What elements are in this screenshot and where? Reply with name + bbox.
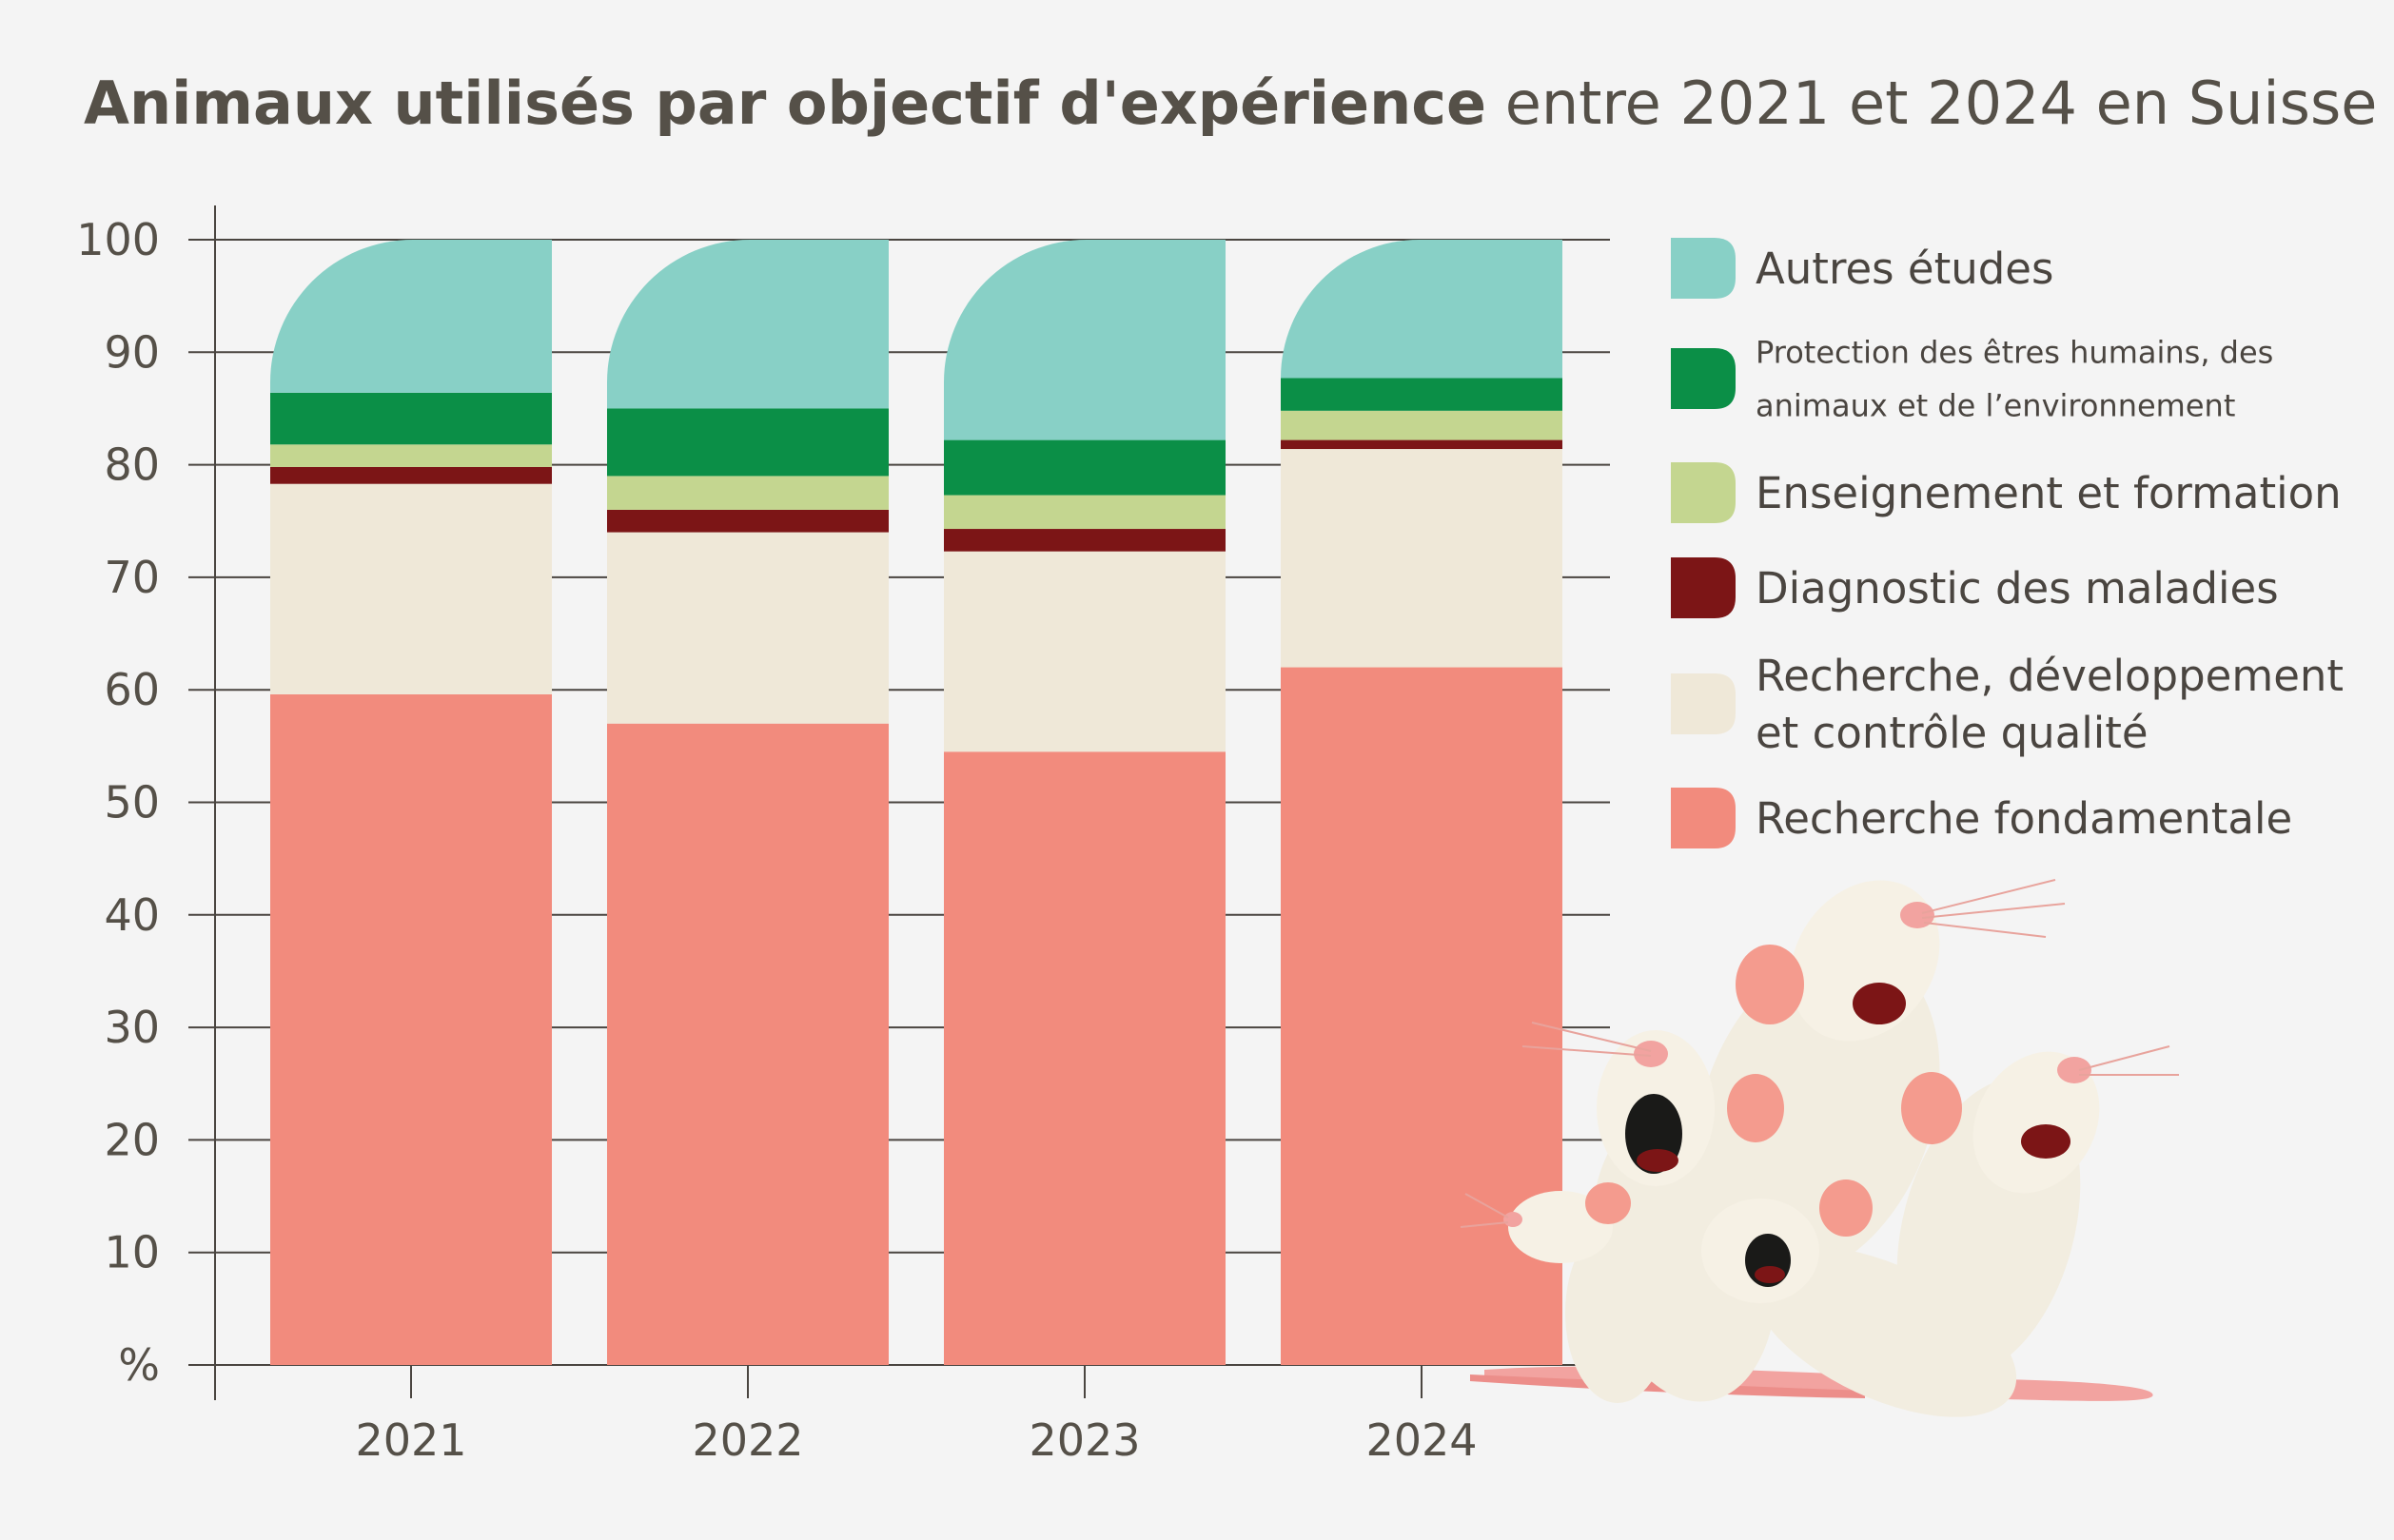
- bar-segment: [607, 408, 889, 477]
- bar-segment: [944, 751, 1226, 1365]
- legend-label: animaux et de l’environnement: [1756, 388, 2235, 424]
- y-tick-label: 30: [104, 1002, 160, 1053]
- bar-segment: [270, 483, 552, 694]
- y-tick-label: 90: [104, 326, 160, 378]
- bar-segment: [1281, 378, 1562, 411]
- bar-segment: [944, 240, 1226, 440]
- bar-segment: [270, 444, 552, 467]
- x-tick-label: 2022: [692, 1414, 803, 1466]
- x-tick-label: 2021: [355, 1414, 466, 1466]
- chart-title: Animaux utilisés par objectif d'expérien…: [84, 68, 2377, 138]
- y-tick-label: 40: [104, 889, 160, 941]
- y-tick-label: 80: [104, 439, 160, 491]
- bar-segment: [944, 495, 1226, 530]
- y-tick-label: 60: [104, 664, 160, 715]
- legend-swatch: [1671, 348, 1736, 409]
- legend-swatch: [1671, 673, 1736, 734]
- legend: Autres études Protection des êtres humain…: [1671, 238, 2344, 848]
- bar-segment: [270, 392, 552, 445]
- legend-label: Protection des êtres humains, des: [1756, 335, 2273, 371]
- y-tick-label: 20: [104, 1114, 160, 1165]
- bar-segment: [270, 693, 552, 1365]
- chart-title-regular-text: entre 2021 et 2024 en Suisse: [1505, 68, 2378, 138]
- bars: [270, 240, 1562, 1365]
- legend-swatch: [1671, 238, 1736, 299]
- legend-label: Recherche fondamentale: [1756, 793, 2292, 844]
- bar-segment: [944, 439, 1226, 496]
- legend-label: et contrôle qualité: [1756, 708, 2149, 758]
- legend-label: Enseignement et formation: [1756, 468, 2342, 518]
- bar-segment: [944, 529, 1226, 552]
- bar-segment: [270, 466, 552, 484]
- legend-label: Autres études: [1756, 244, 2053, 294]
- legend-swatch: [1671, 462, 1736, 523]
- chart-title-regular: [1486, 68, 1505, 138]
- legend-swatch: [1671, 557, 1736, 618]
- bar-segment: [270, 240, 552, 393]
- legend-label: Diagnostic des maladies: [1756, 563, 2279, 614]
- bar-segment: [1281, 449, 1562, 668]
- bar-segment: [1281, 439, 1562, 450]
- mice-illustration-icon: [1460, 879, 2179, 1417]
- bar-segment: [607, 723, 889, 1365]
- axes: [214, 205, 1423, 1400]
- legend-label: Recherche, développement: [1756, 651, 2344, 701]
- y-tick-label: 70: [104, 552, 160, 603]
- y-tick-label: 100: [76, 214, 160, 265]
- x-axis-labels: 2021 2022 2023 2024: [355, 1414, 1477, 1466]
- bar-segment: [1281, 410, 1562, 440]
- y-tick-label: 50: [104, 777, 160, 828]
- bar-segment: [607, 532, 889, 724]
- bar-segment: [607, 509, 889, 533]
- x-tick-label: 2024: [1365, 1414, 1477, 1466]
- bar-segment: [944, 551, 1226, 752]
- bar-segment: [1281, 667, 1562, 1365]
- y-tick-label: 10: [104, 1227, 160, 1278]
- bar-segment: [607, 240, 889, 409]
- y-axis-labels: % 10 20 30 40 50 60 70 80 90 100: [76, 214, 160, 1391]
- x-tick-label: 2023: [1029, 1414, 1140, 1466]
- chart-title-bold: Animaux utilisés par objectif d'expérien…: [84, 68, 1486, 138]
- bar-segment: [607, 476, 889, 510]
- y-tick-label: %: [118, 1339, 160, 1391]
- legend-swatch: [1671, 788, 1736, 848]
- bar-segment: [1281, 240, 1562, 379]
